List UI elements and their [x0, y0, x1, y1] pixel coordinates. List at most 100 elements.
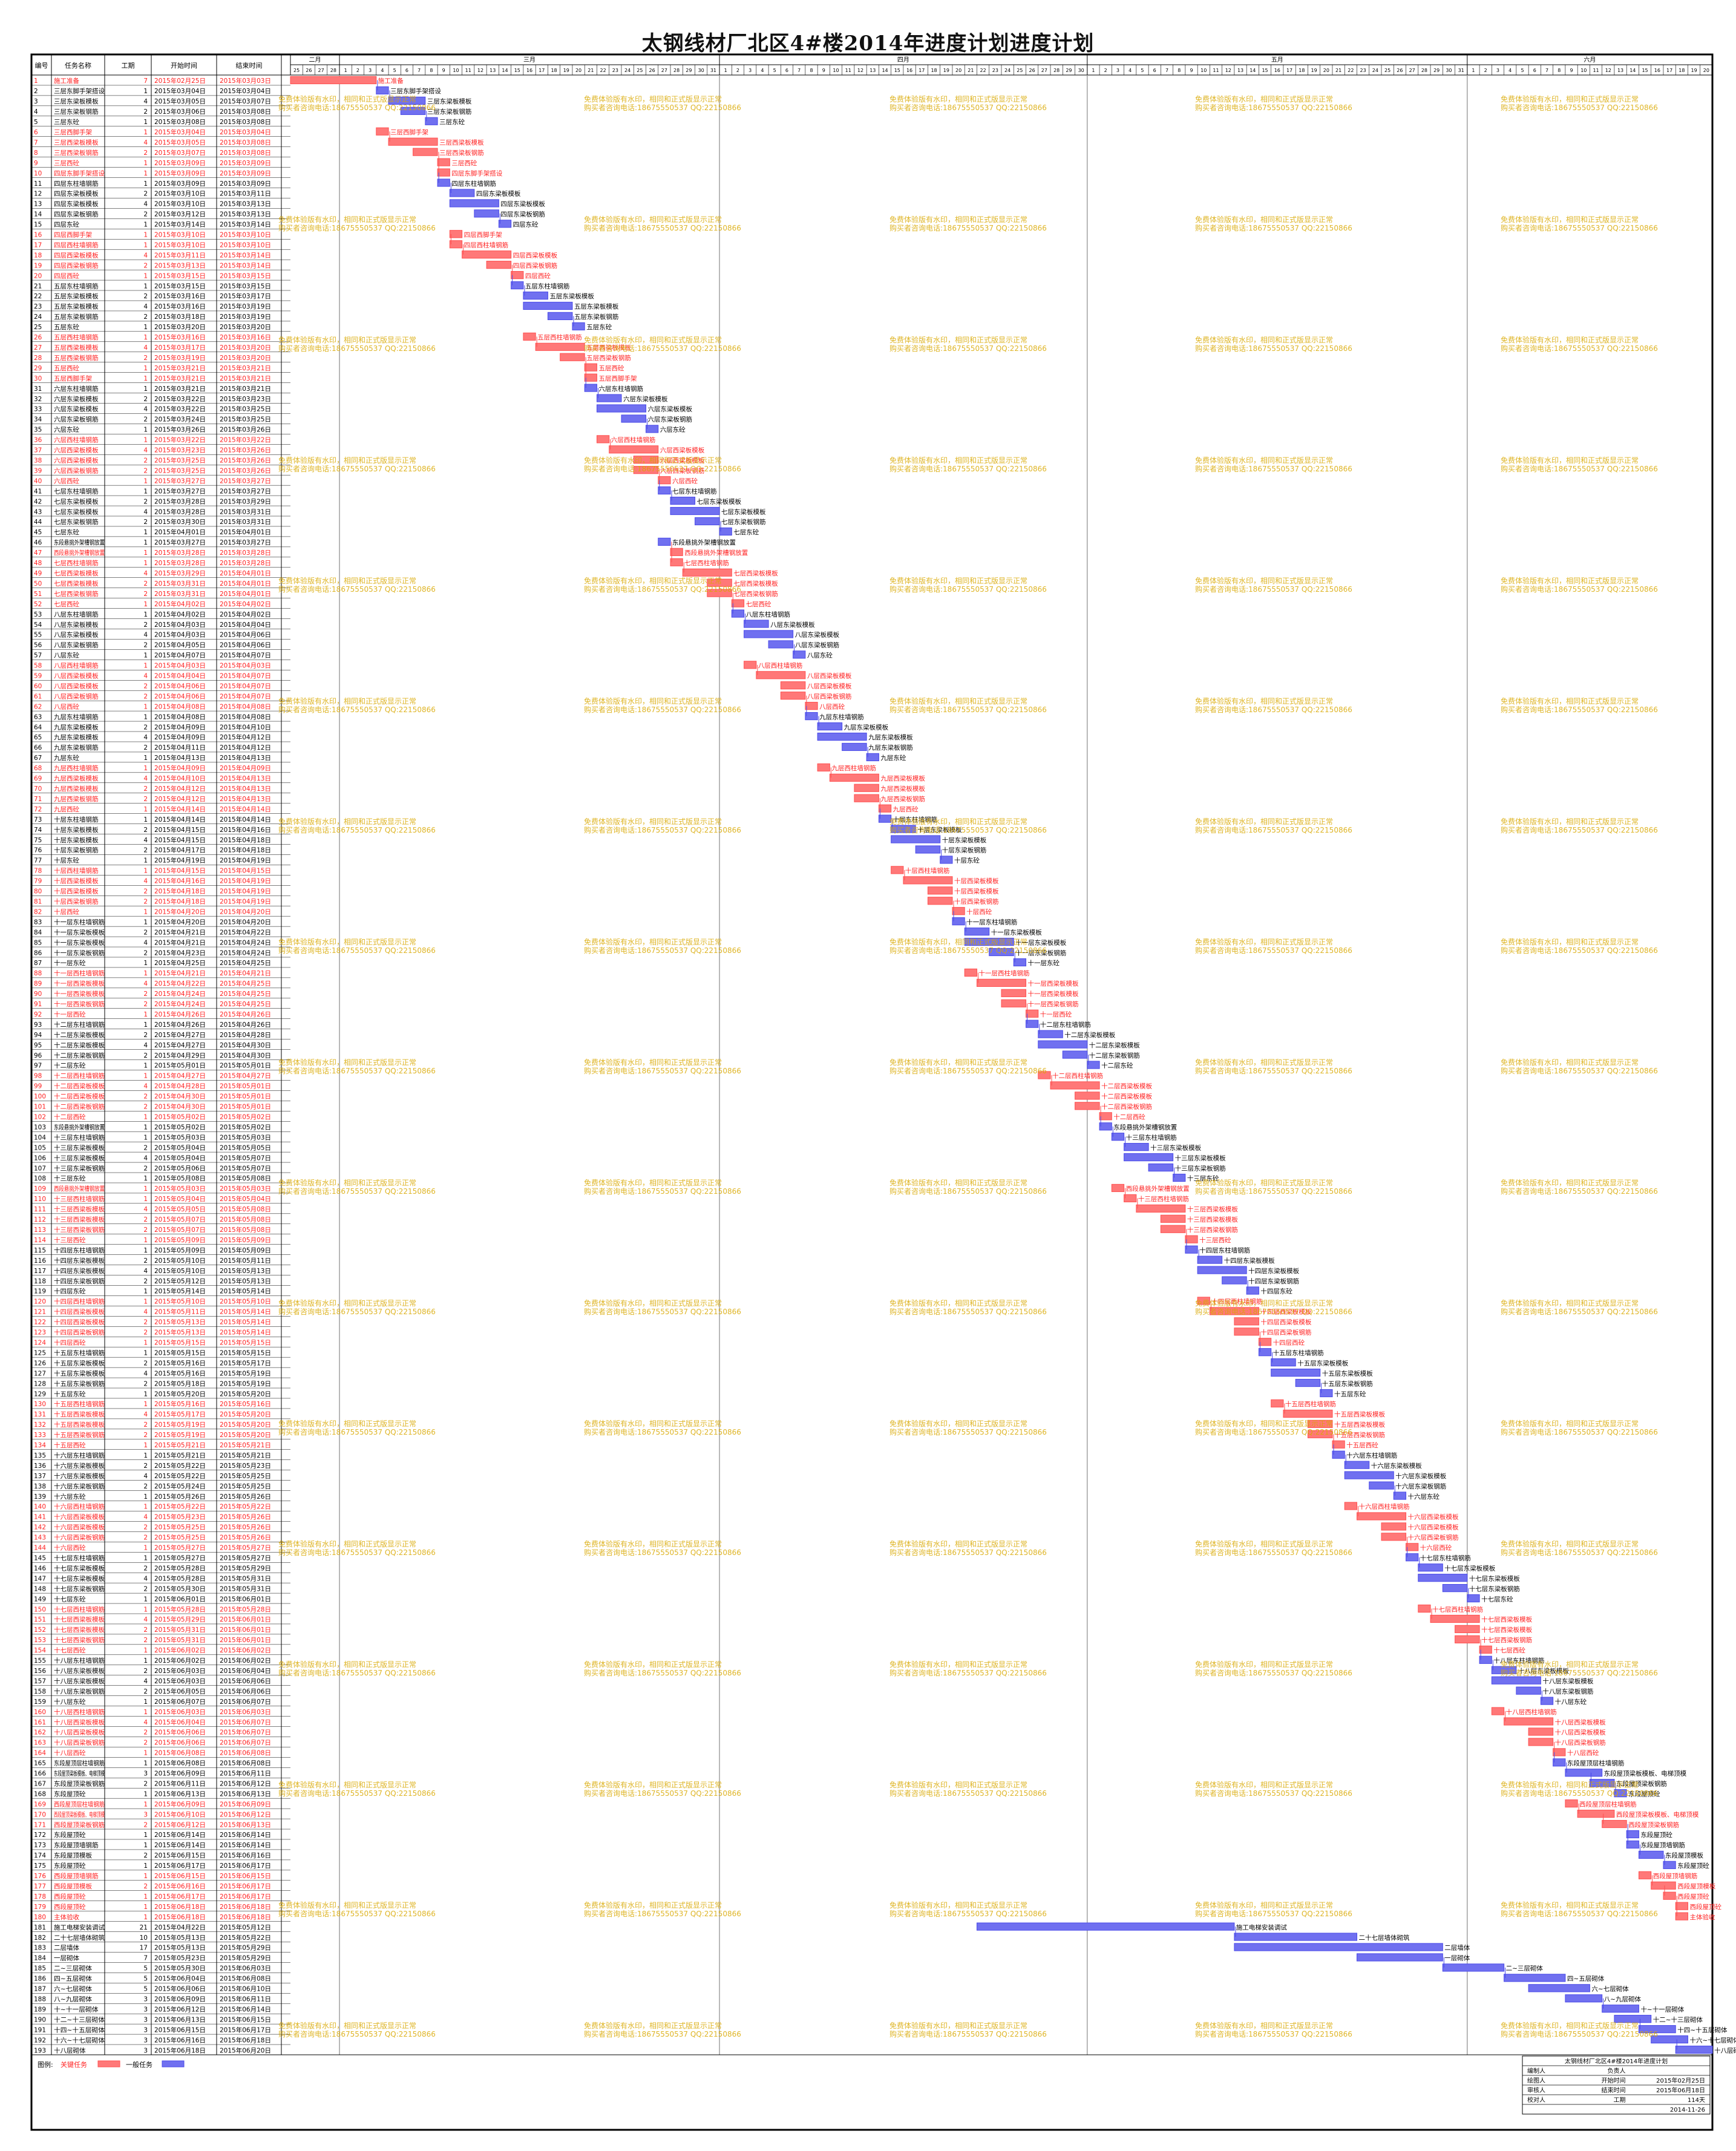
row-number: 118: [34, 1278, 46, 1285]
row-task-name: 十层西梁板模板: [54, 877, 99, 885]
day-label: 28: [1421, 68, 1427, 73]
row-start-date: 2015年06月04日: [154, 1718, 206, 1726]
row-number: 72: [34, 806, 42, 813]
critical-task-bar: [1234, 1328, 1259, 1336]
bar-label: 西段屋顶层柱墙钢筋: [1579, 1800, 1637, 1808]
row-start-date: 2015年03月28日: [154, 559, 206, 567]
day-label: 26: [1029, 68, 1035, 73]
row-end-date: 2015年06月07日: [220, 1729, 271, 1737]
bar-label: 十八层西梁板模板: [1555, 1718, 1606, 1726]
row-task-name: 十八层砌体: [54, 2046, 86, 2054]
row-number: 181: [34, 1924, 46, 1931]
critical-task-bar: [462, 250, 512, 259]
row-number: 36: [34, 437, 42, 444]
row-end-date: 2015年04月06日: [220, 631, 271, 639]
critical-task-bar: [1602, 1819, 1627, 1829]
row-number: 117: [34, 1268, 46, 1275]
row-duration: 1: [143, 477, 148, 485]
row-end-date: 2015年06月17日: [220, 2026, 271, 2034]
bar-label: 九层西梁板模板: [880, 785, 925, 793]
normal-task-bar: [1369, 1481, 1394, 1490]
normal-task-bar: [1516, 1686, 1541, 1695]
watermark-line-1: 免费体验版有水印，相同和正式版显示正常: [584, 335, 722, 344]
row-number: 27: [34, 344, 42, 352]
row-start-date: 2015年06月03日: [154, 1677, 206, 1685]
row-start-date: 2015年06月06日: [154, 1985, 206, 1993]
normal-task-bar: [744, 630, 794, 638]
row-start-date: 2015年06月15日: [154, 1872, 206, 1880]
watermark-line-2: 购买者咨询电话:18675550537 QQ:22150866: [1501, 464, 1658, 473]
bar-label: 十一层西梁板模板: [1028, 980, 1079, 987]
row-number: 131: [34, 1411, 46, 1418]
bar-label: 七层西梁板模板: [733, 580, 778, 588]
normal-task-bar: [511, 281, 524, 290]
row-end-date: 2015年05月12日: [220, 1923, 271, 1931]
critical-task-bar: [1283, 1409, 1333, 1418]
bar-label: 十三层西梁板模板: [1187, 1205, 1238, 1213]
normal-task-bar: [1038, 1040, 1088, 1049]
row-duration: 1: [143, 611, 148, 618]
bar-label: 十三层西梁板模板: [1187, 1216, 1238, 1223]
row-end-date: 2015年06月03日: [220, 1965, 271, 1973]
row-end-date: 2015年04月30日: [220, 1052, 271, 1059]
critical-task-bar: [903, 876, 953, 885]
normal-task-bar: [731, 609, 745, 618]
normal-task-bar: [1173, 1173, 1186, 1182]
row-end-date: 2015年04月01日: [220, 569, 271, 577]
row-end-date: 2015年03月08日: [220, 118, 271, 126]
critical-task-bar: [1430, 1614, 1480, 1623]
row-end-date: 2015年06月15日: [220, 2015, 271, 2023]
row-start-date: 2015年05月15日: [154, 1349, 206, 1357]
bar-label: 十六~十七层砌体: [1689, 2036, 1736, 2044]
row-end-date: 2015年03月26日: [220, 426, 271, 434]
row-start-date: 2015年03月18日: [154, 313, 206, 321]
row-end-date: 2015年04月07日: [220, 682, 271, 690]
row-end-date: 2015年06月12日: [220, 1810, 271, 1818]
row-task-name: 东段屋顶墙钢筋: [54, 1841, 99, 1849]
row-task-name: 十七层东梁板模板: [54, 1564, 105, 1572]
row-start-date: 2015年05月03日: [154, 1133, 206, 1141]
normal-task-bar: [1479, 1655, 1492, 1664]
row-task-name: 施工准备: [54, 77, 80, 85]
row-start-date: 2015年04月12日: [154, 795, 206, 803]
watermark-line-2: 购买者咨询电话:18675550537 QQ:22150866: [584, 946, 741, 955]
normal-task-bar: [449, 199, 499, 208]
row-task-name: 七层西梁板模板: [54, 569, 99, 577]
day-label: 22: [1348, 68, 1354, 73]
row-start-date: 2015年04月02日: [154, 611, 206, 618]
bar-label: 十八层西砼: [1567, 1749, 1599, 1757]
bar-label: 八层东梁板模板: [770, 621, 815, 629]
row-number: 37: [34, 447, 42, 454]
row-duration: 1: [143, 1555, 148, 1562]
normal-task-bar: [1614, 1789, 1627, 1798]
row-end-date: 2015年06月11日: [220, 1995, 271, 2003]
watermark-line-2: 购买者咨询电话:18675550537 QQ:22150866: [889, 1909, 1047, 1918]
row-duration: 5: [143, 1976, 148, 1983]
row-number: 110: [34, 1196, 46, 1203]
row-duration: 1: [143, 232, 148, 239]
row-start-date: 2015年05月23日: [154, 1513, 206, 1521]
row-task-name: 八层东柱墙钢筋: [54, 611, 99, 618]
row-start-date: 2015年04月30日: [154, 1103, 206, 1111]
row-end-date: 2015年05月31日: [220, 1574, 271, 1582]
row-duration: 1: [143, 703, 148, 710]
row-end-date: 2015年03月10日: [220, 231, 271, 239]
row-task-name: 十八层西柱墙钢筋: [54, 1708, 105, 1716]
row-start-date: 2015年03月31日: [154, 580, 206, 588]
row-start-date: 2015年05月11日: [154, 1308, 206, 1316]
row-end-date: 2015年04月09日: [220, 764, 271, 772]
row-duration: 2: [143, 796, 148, 803]
row-end-date: 2015年03月26日: [220, 447, 271, 454]
bar-label: 十一层东梁板模板: [991, 928, 1042, 936]
normal-task-bar: [1344, 1471, 1394, 1479]
row-number: 39: [34, 467, 42, 474]
bar-label: 九层西梁板钢筋: [880, 795, 925, 803]
row-duration: 2: [143, 827, 148, 834]
day-label: 10: [1580, 68, 1587, 73]
row-duration: 2: [143, 949, 148, 957]
normal-task-bar: [1357, 1953, 1443, 1962]
row-end-date: 2015年03月20日: [220, 354, 271, 362]
row-duration: 1: [143, 1832, 148, 1839]
row-duration: 2: [143, 724, 148, 731]
row-duration: 2: [143, 693, 148, 700]
